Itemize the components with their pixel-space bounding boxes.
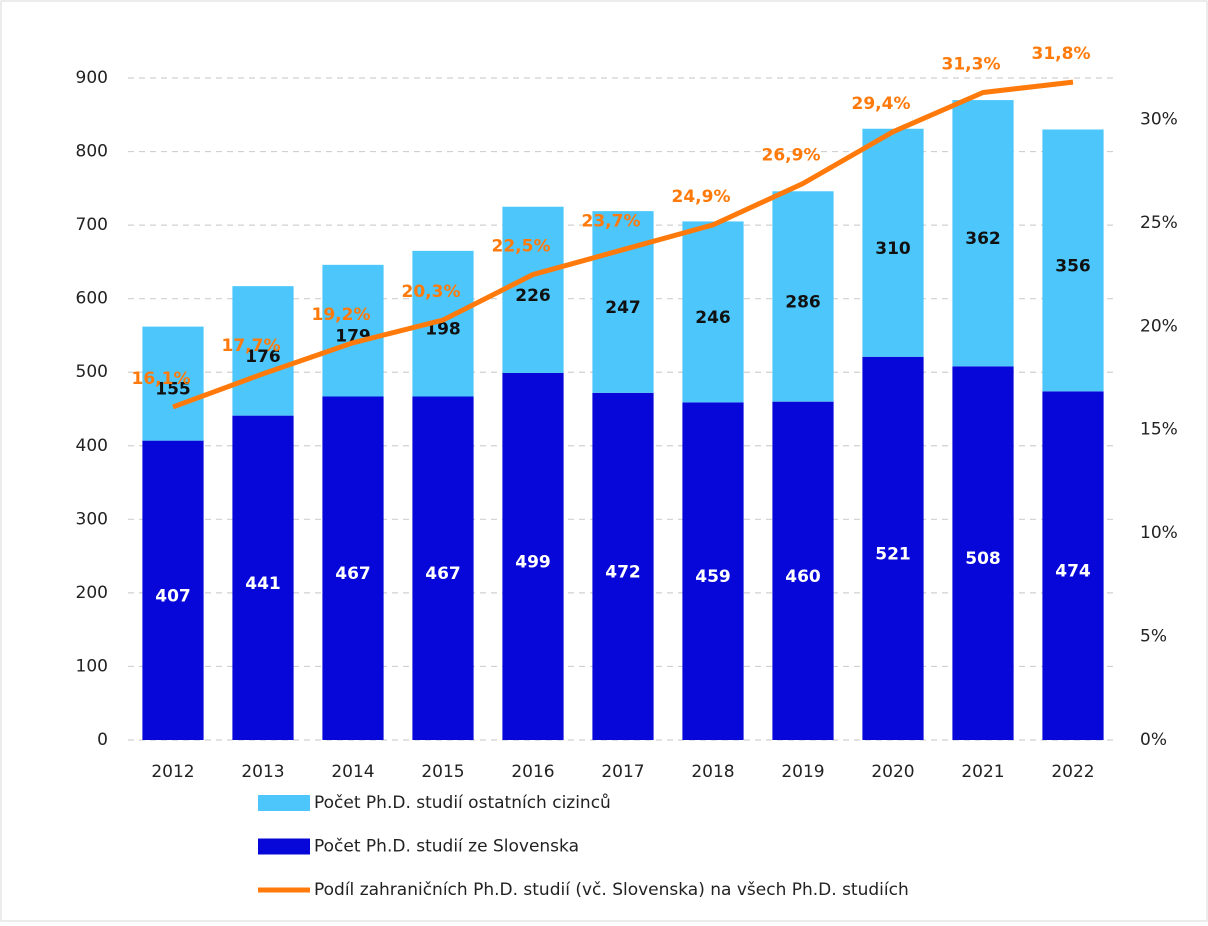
y-tick-label: 600 xyxy=(76,289,108,309)
line-value-label: 31,3% xyxy=(942,54,1001,74)
line-value-label: 17,7% xyxy=(222,336,281,356)
line-value-label: 24,9% xyxy=(672,187,731,207)
y-tick-label: 300 xyxy=(76,509,108,529)
bar-value-label: 246 xyxy=(695,308,731,328)
bar xyxy=(862,356,924,740)
x-tick-label: 2018 xyxy=(691,762,734,782)
bar xyxy=(1042,391,1104,740)
y2-tick-label: 10% xyxy=(1140,523,1178,543)
y2-tick-label: 20% xyxy=(1140,316,1178,336)
legend-label: Počet Ph.D. studií ostatních cizinců xyxy=(314,793,611,813)
bar-value-label: 467 xyxy=(335,564,371,584)
bar xyxy=(322,396,384,740)
bar xyxy=(862,128,924,357)
bar-value-label: 460 xyxy=(785,567,821,587)
x-tick-label: 2021 xyxy=(961,762,1004,782)
bar xyxy=(322,264,384,397)
bar xyxy=(772,401,834,740)
bar xyxy=(232,415,294,740)
bar-value-label: 499 xyxy=(515,552,551,572)
line xyxy=(172,79,1074,410)
y-tick-label: 500 xyxy=(76,362,108,382)
x-tick-label: 2014 xyxy=(331,762,374,782)
bar xyxy=(142,440,204,740)
bar-value-label: 176 xyxy=(245,347,281,367)
bar-value-label: 247 xyxy=(605,298,641,318)
y-tick-label: 800 xyxy=(76,142,108,162)
bar xyxy=(592,211,654,393)
bar-value-label: 226 xyxy=(515,286,551,306)
y2-tick-label: 30% xyxy=(1140,109,1178,129)
x-tick-label: 2019 xyxy=(781,762,824,782)
bar xyxy=(502,372,564,740)
bar-value-label: 459 xyxy=(695,567,731,587)
line-value-label: 20,3% xyxy=(402,282,461,302)
bar xyxy=(502,206,564,373)
bar-value-label: 356 xyxy=(1055,256,1091,276)
line-value-label: 23,7% xyxy=(582,212,641,232)
y2-tick-label: 25% xyxy=(1140,213,1178,233)
bar-value-label: 467 xyxy=(425,564,461,584)
bar xyxy=(142,326,204,441)
bar xyxy=(772,191,834,402)
x-tick-label: 2012 xyxy=(151,762,194,782)
x-tick-label: 2020 xyxy=(871,762,914,782)
y-tick-label: 0 xyxy=(97,730,108,750)
line-value-label: 31,8% xyxy=(1032,44,1091,64)
y-tick-label: 400 xyxy=(76,436,108,456)
x-tick-label: 2013 xyxy=(241,762,284,782)
bar xyxy=(1042,129,1104,392)
legend-swatch xyxy=(258,795,310,811)
bar xyxy=(412,396,474,740)
y2-tick-label: 5% xyxy=(1140,627,1167,647)
bar-value-label: 474 xyxy=(1055,562,1091,582)
line-value-label: 19,2% xyxy=(312,305,371,325)
y-tick-label: 100 xyxy=(76,656,108,676)
bar xyxy=(592,392,654,740)
bar xyxy=(682,402,744,740)
line-value-label: 29,4% xyxy=(852,94,911,114)
bar-value-label: 521 xyxy=(875,544,911,564)
line-value-label: 16,1% xyxy=(132,369,191,389)
x-tick-label: 2022 xyxy=(1051,762,1094,782)
y-tick-label: 900 xyxy=(76,68,108,88)
bar-value-label: 407 xyxy=(155,586,191,606)
legend-swatch xyxy=(258,838,310,855)
bar-value-label: 155 xyxy=(155,380,191,400)
line-value-label: 22,5% xyxy=(492,237,551,257)
legend-label: Počet Ph.D. studií ze Slovenska xyxy=(314,837,579,857)
x-tick-label: 2017 xyxy=(601,762,644,782)
y2-tick-label: 0% xyxy=(1140,730,1167,750)
x-tick-label: 2015 xyxy=(421,762,464,782)
bar xyxy=(232,286,294,416)
y-tick-label: 200 xyxy=(76,583,108,603)
bar-value-label: 362 xyxy=(965,229,1001,249)
bar-value-label: 310 xyxy=(875,239,911,259)
bar xyxy=(952,100,1014,367)
x-tick-label: 2016 xyxy=(511,762,554,782)
bar-value-label: 472 xyxy=(605,562,641,582)
bar-value-label: 286 xyxy=(785,292,821,312)
line-value-label: 26,9% xyxy=(762,146,821,166)
legend-label: Podíl zahraničních Ph.D. studií (vč. Slo… xyxy=(314,880,909,900)
bar xyxy=(952,366,1014,740)
y2-tick-label: 15% xyxy=(1140,420,1178,440)
bar xyxy=(682,221,744,403)
bar-value-label: 441 xyxy=(245,574,281,594)
y-tick-label: 700 xyxy=(76,215,108,235)
bar-value-label: 508 xyxy=(965,549,1001,569)
